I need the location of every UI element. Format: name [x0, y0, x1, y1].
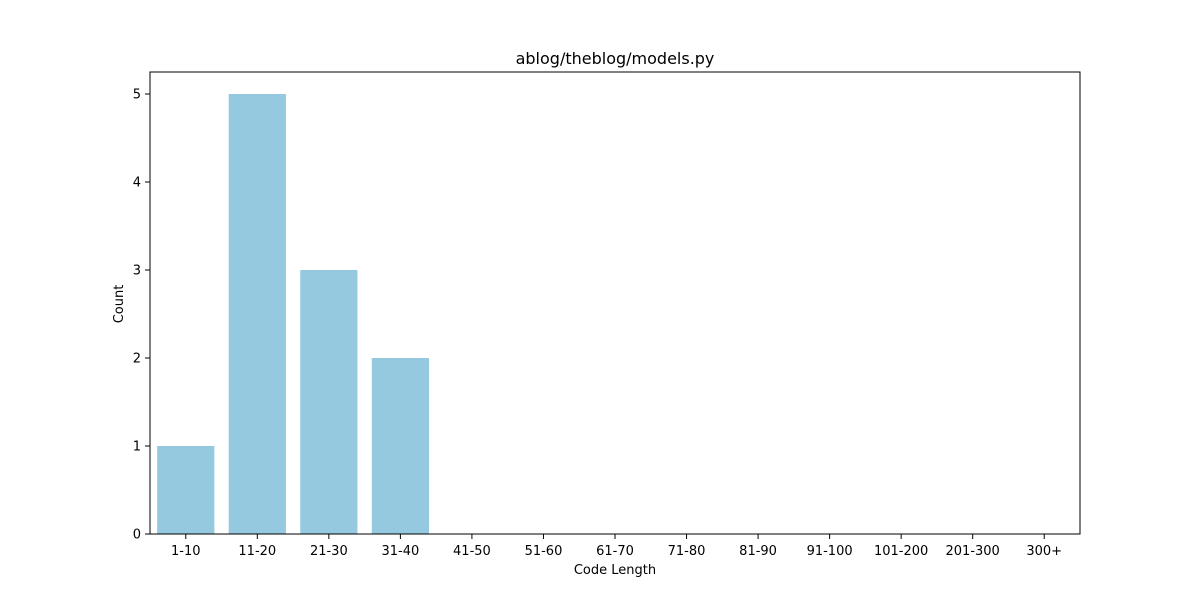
x-tick-label: 51-60 — [525, 544, 563, 559]
y-tick-label: 2 — [133, 352, 141, 367]
bar-21-30 — [300, 270, 358, 534]
x-tick-label: 41-50 — [453, 544, 491, 559]
y-tick-label: 1 — [133, 440, 141, 455]
y-tick-label: 0 — [133, 528, 141, 543]
y-tick-label: 3 — [133, 264, 141, 279]
x-tick-label: 81-90 — [739, 544, 777, 559]
x-tick-label: 71-80 — [668, 544, 706, 559]
y-tick-label: 5 — [133, 88, 141, 103]
bar-1-10 — [157, 446, 215, 534]
x-tick-label: 11-20 — [238, 544, 276, 559]
x-tick-label: 300+ — [1026, 544, 1062, 559]
plot-area: 1-10 11-20 21-30 31-40 41-50 51-60 61-70 71-80 8… — [133, 71, 1081, 559]
x-tick-label: 1-10 — [171, 544, 201, 559]
axes-frame — [149, 71, 1081, 535]
y-tick-label: 4 — [133, 176, 141, 191]
x-tick-label: 21-30 — [310, 544, 348, 559]
bar-31-40 — [371, 358, 429, 534]
x-tick-label: 31-40 — [381, 544, 419, 559]
bar-11-20 — [228, 94, 286, 534]
x-tick-label: 91-100 — [807, 544, 853, 559]
x-tick-label: 101-200 — [874, 544, 928, 559]
chart-title: ablog/theblog/models.py — [516, 49, 715, 68]
x-axis-label: Code Length — [574, 563, 656, 578]
y-axis-label: Count — [112, 285, 127, 324]
x-tick-label: 61-70 — [596, 544, 634, 559]
x-tick-label: 201-300 — [946, 544, 1000, 559]
